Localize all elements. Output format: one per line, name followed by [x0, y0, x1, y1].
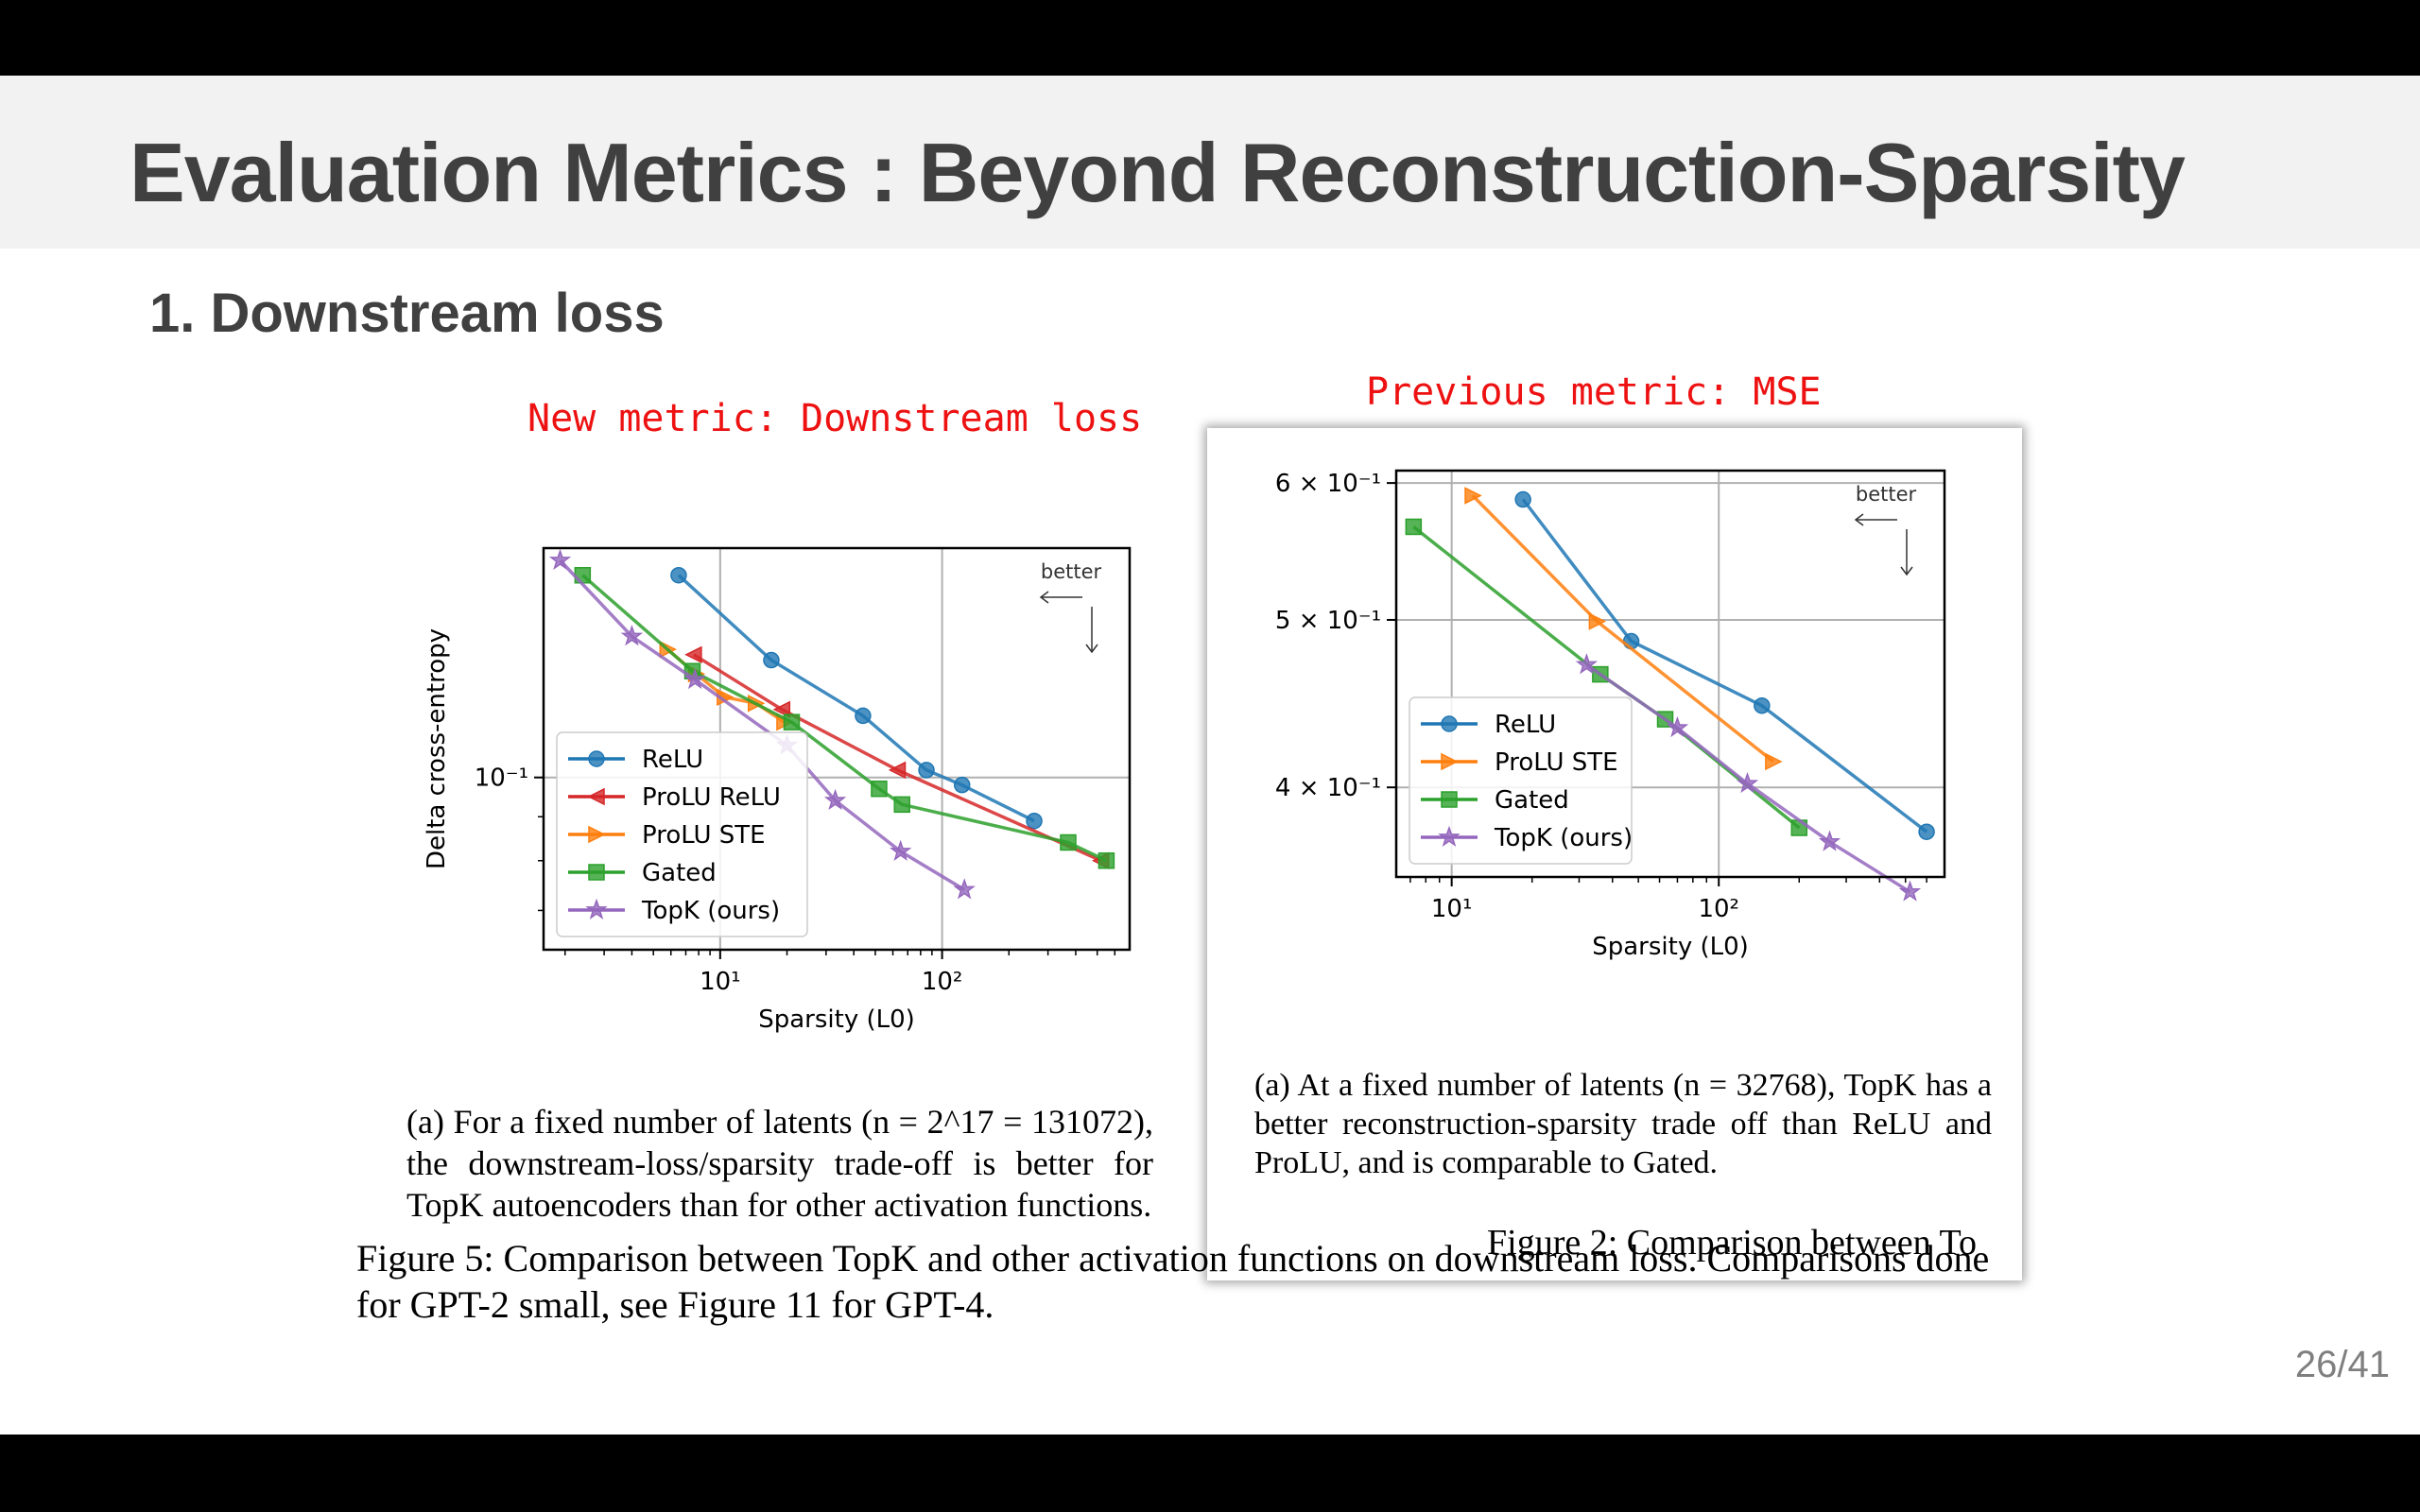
mse-series-relu — [1514, 490, 1935, 840]
downstream-better-arrowhead-left — [1039, 591, 1049, 604]
downstream-point-relu — [918, 762, 935, 779]
downstream-legend-marker-prolu-relu — [587, 787, 605, 806]
downstream-legend-box — [556, 731, 808, 937]
mse-point-prolu-ste — [1588, 612, 1607, 630]
mse-legend-box — [1409, 696, 1633, 865]
mse-plot-frame — [1394, 469, 1946, 879]
downstream-y-axis-label: Delta cross-entropy — [423, 628, 451, 869]
mse-legend-marker-prolu-ste — [1441, 752, 1459, 771]
figure5-caption: Figure 5: Comparison between TopK and ot… — [356, 1237, 1990, 1326]
page-number: 26/41 — [2294, 1344, 2390, 1385]
downstream-point-gated — [871, 780, 888, 798]
mse-point-topk-ours — [1736, 771, 1759, 794]
mse-legend-label-topk-ours: TopK (ours) — [1494, 824, 1633, 852]
mse-y-axis-label: Normalized MSE — [1254, 574, 1256, 773]
mse-better-arrowhead-down — [1900, 566, 1913, 576]
downstream-point-relu — [1026, 812, 1043, 830]
mse-point-relu — [1918, 823, 1935, 840]
mse-x-tick-label: 10¹ — [1431, 895, 1473, 923]
downstream-legend-label-relu: ReLU — [642, 746, 703, 774]
mse-legend-marker-gated — [1441, 791, 1458, 808]
downstream-legend: ReLU ProLU ReLU ProLU STE Gated TopK (ours) — [556, 731, 808, 937]
downstream-point-relu — [763, 651, 780, 669]
downstream-point-topk-ours — [823, 788, 847, 811]
mse-point-topk-ours — [1898, 880, 1922, 902]
mse-legend-label-relu: ReLU — [1495, 711, 1556, 739]
mse-point-prolu-ste — [1464, 487, 1482, 505]
downstream-point-prolu-relu — [772, 700, 791, 718]
section-heading: 1. Downstream loss — [149, 283, 665, 344]
downstream-legend-marker-relu — [588, 750, 605, 767]
mse-point-topk-ours — [1818, 830, 1841, 851]
downstream-point-relu — [953, 776, 971, 794]
downstream-plot-frame — [542, 546, 1132, 952]
right-figure-caption: (a) At a fixed number of latents (n = 32… — [1254, 1068, 1992, 1180]
downstream-point-topk-ours — [620, 625, 644, 646]
downstream-better-annotation: better — [1041, 560, 1102, 583]
mse-point-topk-ours — [1575, 653, 1599, 675]
mse-point-gated — [1405, 518, 1423, 536]
mse-series-topk-ours — [1575, 653, 1922, 902]
mse-y-tick-label: 6 × 10⁻¹ — [1275, 470, 1381, 498]
mse-point-relu — [1514, 490, 1531, 508]
downstream-line-prolu-relu — [692, 653, 1102, 863]
downstream-point-relu — [855, 707, 872, 725]
mse-legend-marker-relu — [1441, 715, 1458, 732]
downstream-line-relu — [677, 574, 1035, 823]
downstream-series-relu — [670, 566, 1043, 830]
downstream-better-arrowhead-down — [1085, 644, 1098, 654]
downstream-point-prolu-relu — [888, 761, 907, 780]
downstream-point-topk-ours — [890, 839, 912, 861]
downstream-legend-label-prolu-relu: ProLU ReLU — [642, 783, 781, 812]
downstream-legend-marker-gated — [588, 864, 605, 881]
mse-x-tick-label: 10² — [1698, 895, 1739, 923]
downstream-x-tick-label: 10² — [922, 968, 963, 996]
mse-series-prolu-ste — [1464, 487, 1783, 771]
downstream-y-tick-label: 10⁻¹ — [475, 765, 528, 793]
mse-point-prolu-ste — [1765, 752, 1783, 771]
figure2-title: Figure 2: Comparison between To — [1487, 1223, 1978, 1263]
previous-metric-label: Previous metric: MSE — [1366, 370, 1822, 414]
mse-legend-label-prolu-ste: ProLU STE — [1495, 748, 1618, 777]
downstream-x-tick-label: 10¹ — [700, 968, 741, 996]
mse-better-arrowhead-left — [1854, 513, 1864, 526]
mse-better-annotation: better — [1856, 483, 1917, 506]
downstream-point-topk-ours — [683, 667, 706, 690]
downstream-point-prolu-relu — [684, 645, 702, 664]
left-figure-caption: (a) For a fixed number of latents (n = 2… — [406, 1103, 1153, 1224]
downstream-point-gated — [893, 796, 910, 814]
downstream-legend-marker-prolu-ste — [588, 825, 606, 844]
mse-legend-label-gated: Gated — [1495, 786, 1569, 815]
downstream-loss-chart: 10¹ 10² 10⁻¹ Sparsity (L0) Delta cross-entro… — [423, 546, 1132, 1034]
mse-figure-panel: 10¹ 10² 4 × 10⁻¹ 5 × 10⁻¹ 6 × 10⁻¹ Sparsity (… — [1207, 428, 2022, 1280]
downstream-x-axis-label: Sparsity (L0) — [758, 1005, 915, 1034]
mse-legend-marker-topk-ours — [1438, 825, 1461, 847]
downstream-point-gated — [783, 713, 801, 730]
mse-legend: ReLU ProLU STE Gated TopK (ours) — [1409, 696, 1633, 865]
downstream-point-gated — [1060, 833, 1077, 851]
downstream-point-topk-ours — [953, 878, 976, 900]
mse-y-tick-label: 5 × 10⁻¹ — [1275, 607, 1381, 635]
mse-y-tick-label: 4 × 10⁻¹ — [1275, 774, 1381, 802]
title-bar: Evaluation Metrics : Beyond Reconstructi… — [0, 76, 2420, 249]
downstream-point-gated — [1098, 851, 1115, 869]
slide: Evaluation Metrics : Beyond Reconstructi… — [0, 76, 2420, 1435]
new-metric-label: New metric: Downstream loss — [527, 397, 1143, 440]
downstream-point-topk-ours — [548, 548, 572, 570]
mse-chart: 10¹ 10² 4 × 10⁻¹ 5 × 10⁻¹ 6 × 10⁻¹ Sparsity (… — [1254, 469, 1946, 961]
downstream-legend-marker-topk-ours — [585, 898, 608, 919]
downstream-point-relu — [670, 566, 687, 584]
mse-x-axis-label: Sparsity (L0) — [1592, 933, 1749, 961]
mse-line-relu — [1521, 498, 1928, 833]
slide-title: Evaluation Metrics : Beyond Reconstructi… — [130, 126, 2186, 219]
downstream-legend-label-topk-ours: TopK (ours) — [641, 897, 780, 925]
downstream-legend-label-prolu-ste: ProLU STE — [642, 821, 766, 850]
downstream-legend-label-gated: Gated — [642, 859, 717, 887]
mse-point-relu — [1754, 696, 1771, 714]
mse-point-topk-ours — [1666, 715, 1689, 738]
